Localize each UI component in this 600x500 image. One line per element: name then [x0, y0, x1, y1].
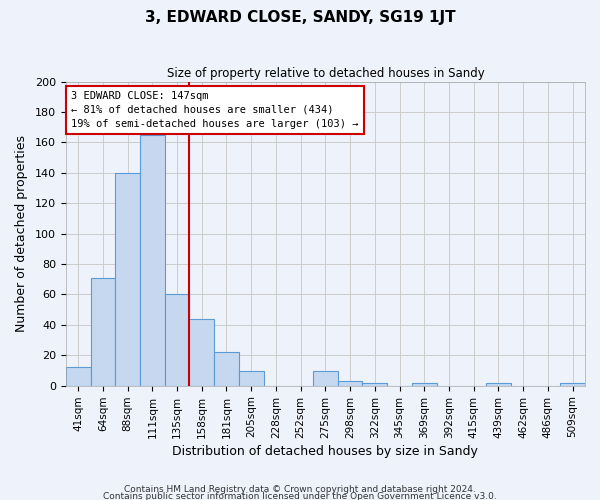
X-axis label: Distribution of detached houses by size in Sandy: Distribution of detached houses by size … [172, 444, 478, 458]
Bar [362, 382, 387, 386]
Bar [560, 382, 585, 386]
Text: Contains HM Land Registry data © Crown copyright and database right 2024.: Contains HM Land Registry data © Crown c… [124, 486, 476, 494]
Bar [66, 368, 91, 386]
Bar [140, 135, 164, 386]
Bar [313, 370, 338, 386]
Bar [115, 173, 140, 386]
Text: Contains public sector information licensed under the Open Government Licence v3: Contains public sector information licen… [103, 492, 497, 500]
Bar [338, 381, 362, 386]
Bar [239, 370, 263, 386]
Bar [164, 294, 190, 386]
Text: 3 EDWARD CLOSE: 147sqm
← 81% of detached houses are smaller (434)
19% of semi-de: 3 EDWARD CLOSE: 147sqm ← 81% of detached… [71, 91, 358, 129]
Bar [486, 382, 511, 386]
Y-axis label: Number of detached properties: Number of detached properties [15, 135, 28, 332]
Bar [190, 319, 214, 386]
Bar [412, 382, 437, 386]
Text: 3, EDWARD CLOSE, SANDY, SG19 1JT: 3, EDWARD CLOSE, SANDY, SG19 1JT [145, 10, 455, 25]
Bar [214, 352, 239, 386]
Bar [91, 278, 115, 386]
Title: Size of property relative to detached houses in Sandy: Size of property relative to detached ho… [167, 68, 484, 80]
